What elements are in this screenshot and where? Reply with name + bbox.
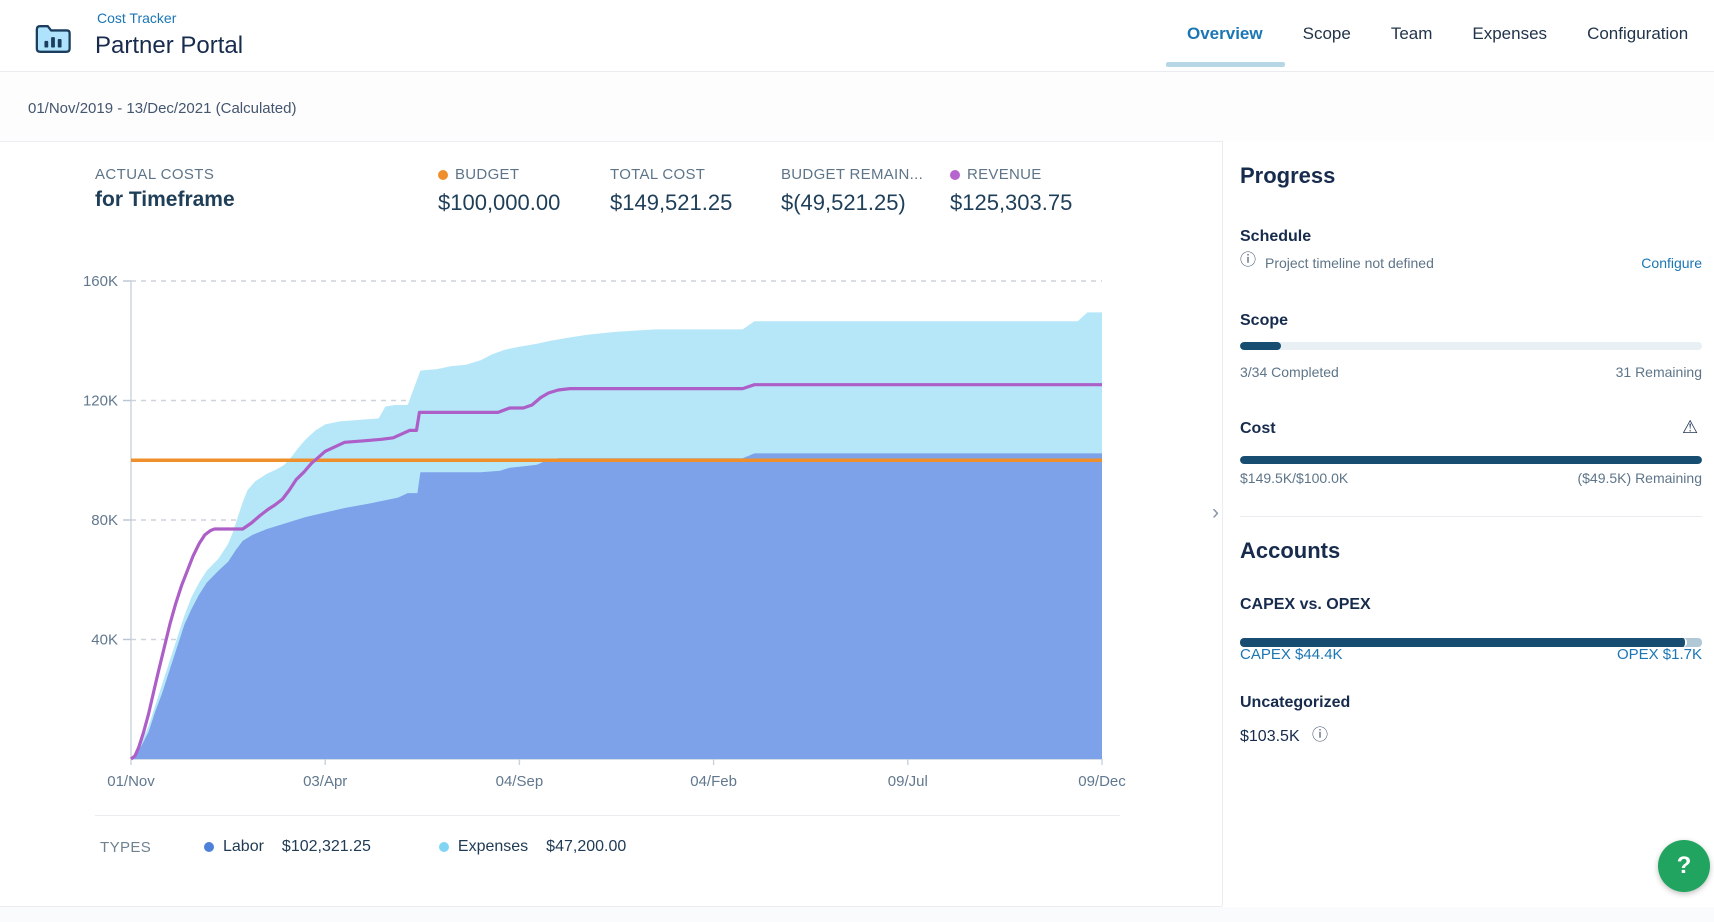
project-folder-chart-icon <box>34 22 72 61</box>
scope-progress-fill <box>1240 342 1281 350</box>
tab-scope[interactable]: Scope <box>1302 24 1351 43</box>
schedule-info-icon[interactable]: ⓘ <box>1240 252 1257 269</box>
opex-link[interactable]: OPEX $1.7K <box>1616 646 1702 663</box>
svg-text:09/Dec: 09/Dec <box>1078 773 1126 790</box>
svg-text:09/Jul: 09/Jul <box>888 773 928 790</box>
legend-labor-value: $102,321.25 <box>281 838 371 855</box>
uncategorized-heading: Uncategorized <box>1240 694 1351 711</box>
tab-expenses[interactable]: Expenses <box>1472 24 1548 43</box>
stat-total-cost: TOTAL COST $149,521.25 <box>610 166 732 216</box>
tab-team[interactable]: Team <box>1390 24 1433 43</box>
cost-spent-label: $149.5K/$100.0K <box>1240 470 1349 486</box>
accounts-divider <box>1240 516 1702 517</box>
capex-bar-fill <box>1240 638 1687 647</box>
svg-text:01/Nov: 01/Nov <box>107 773 155 790</box>
legend-types-label: TYPES <box>100 838 152 856</box>
help-button[interactable]: ? <box>1658 840 1710 892</box>
question-mark-icon: ? <box>1676 852 1692 879</box>
stat-budget-remaining-label: BUDGET REMAIN... <box>781 166 924 183</box>
scope-heading: Scope <box>1240 312 1289 329</box>
cost-heading: Cost <box>1240 420 1276 437</box>
svg-text:40K: 40K <box>91 632 118 649</box>
tab-configuration[interactable]: Configuration <box>1587 24 1689 43</box>
breadcrumb-cost-tracker[interactable]: Cost Tracker <box>97 10 177 26</box>
stat-budget-remaining: BUDGET REMAIN... $(49,521.25) <box>781 166 923 216</box>
scope-progress-bar <box>1240 342 1702 350</box>
expenses-legend-dot-icon <box>438 842 449 852</box>
stats-title-line1: ACTUAL COSTS <box>95 166 215 183</box>
tab-bar: Overview Scope Team Expenses Configurati… <box>1187 24 1688 44</box>
revenue-dot-icon <box>950 169 960 180</box>
progress-heading: Progress <box>1240 163 1336 188</box>
legend-divider <box>95 815 1120 816</box>
chart-legend: TYPES Labor $102,321.25 Expenses $47,200… <box>100 838 694 856</box>
collapse-panel-chevron-icon[interactable]: › <box>1212 501 1219 524</box>
capex-link[interactable]: CAPEX $44.4K <box>1240 646 1343 663</box>
capex-opex-heading: CAPEX vs. OPEX <box>1240 596 1371 613</box>
schedule-message: Project timeline not defined <box>1265 255 1434 271</box>
cost-chart[interactable]: 40K 80K 120K 160K 01/Nov 03/Apr 04/Sep 04/Feb 09… <box>70 240 1140 805</box>
svg-text:04/Sep: 04/Sep <box>496 773 544 790</box>
stat-revenue-label: REVENUE <box>967 166 1042 183</box>
schedule-heading: Schedule <box>1240 228 1312 245</box>
svg-text:04/Feb: 04/Feb <box>690 773 737 790</box>
card-sidebar-divider <box>1222 141 1223 906</box>
stat-budget-value: $100,000.00 <box>438 190 561 215</box>
cost-remaining-label: ($49.5K) Remaining <box>1577 470 1702 486</box>
page-bottom-strip <box>0 907 1714 922</box>
page-title: Partner Portal <box>95 32 244 59</box>
stat-revenue-value: $125,303.75 <box>950 190 1073 215</box>
svg-text:160K: 160K <box>83 273 118 290</box>
legend-expenses-value: $47,200.00 <box>546 838 627 855</box>
cost-progress-bar <box>1240 456 1702 464</box>
budget-dot-icon <box>438 169 448 180</box>
uncategorized-value: $103.5K <box>1240 728 1300 745</box>
capex-opex-bar <box>1240 638 1702 647</box>
accounts-heading: Accounts <box>1240 538 1341 563</box>
stat-total-cost-value: $149,521.25 <box>610 190 733 215</box>
active-tab-underline <box>1166 62 1285 67</box>
date-strip <box>0 72 1714 141</box>
legend-expenses-name[interactable]: Expenses <box>457 838 529 855</box>
svg-text:120K: 120K <box>83 393 118 410</box>
labor-legend-dot-icon <box>204 842 214 852</box>
stats-title-line2: for Timeframe <box>95 188 235 211</box>
cost-progress-fill <box>1240 456 1702 464</box>
date-range: 01/Nov/2019 - 13/Dec/2021 (Calculated) <box>28 100 297 117</box>
legend-labor-name[interactable]: Labor <box>223 838 264 855</box>
card-top-border <box>0 141 1222 142</box>
cost-warning-icon[interactable]: ⚠ <box>1682 417 1699 437</box>
stat-total-cost-label: TOTAL COST <box>610 166 706 183</box>
scope-remaining-label: 31 Remaining <box>1615 364 1702 380</box>
stat-revenue: REVENUE $125,303.75 <box>950 166 1072 216</box>
tab-overview[interactable]: Overview <box>1187 24 1263 43</box>
cost-chart-canvas[interactable]: 40K 80K 120K 160K 01/Nov 03/Apr 04/Sep 04/Feb 09… <box>70 240 1140 805</box>
svg-text:80K: 80K <box>91 512 118 529</box>
stat-budget: BUDGET $100,000.00 <box>438 166 560 216</box>
uncategorized-info-icon[interactable]: ⓘ <box>1312 727 1329 744</box>
card-bottom-border <box>0 906 1222 907</box>
scope-completed-label: 3/34 Completed <box>1240 364 1339 380</box>
svg-text:03/Apr: 03/Apr <box>303 773 347 790</box>
schedule-configure-link[interactable]: Configure <box>1641 255 1702 271</box>
stat-budget-remaining-value: $(49,521.25) <box>781 190 906 215</box>
stat-budget-label: BUDGET <box>455 166 520 183</box>
